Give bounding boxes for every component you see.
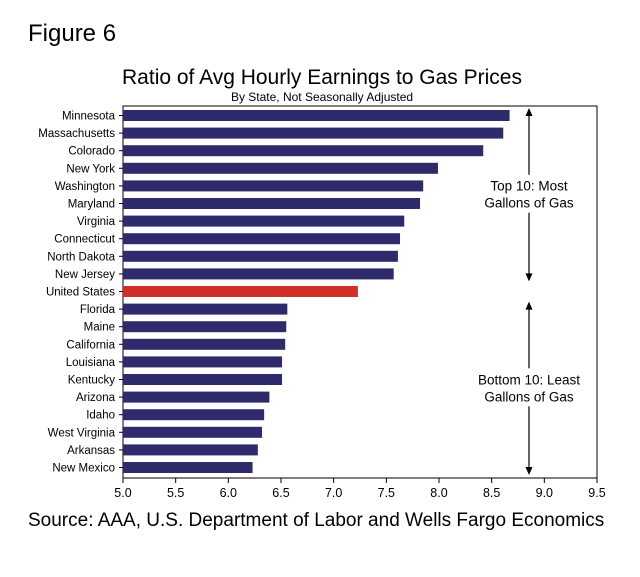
arrow-down-icon [525,467,533,475]
category-label: Connecticut [54,234,116,246]
bar-maine [123,321,287,333]
arrow-down-icon [525,273,533,282]
category-labels: Minnesota Massachusetts Colorado New York Wa… [38,111,116,475]
category-label: North Dakota [47,251,115,263]
bar-kentucky [123,374,283,385]
category-label: Arkansas [67,445,115,457]
category-label: Idaho [86,410,115,422]
x-tick-label: 9.0 [536,486,553,500]
bar-minnesota [123,110,510,121]
category-label: New Mexico [52,463,115,475]
figure-label: Figure 6 [28,20,117,47]
x-tick-label: 7.0 [325,486,342,500]
bar-united-states [123,286,358,297]
x-tick-label: 6.0 [220,486,237,500]
category-label: Colorado [68,146,115,158]
bar-massachusetts [123,127,504,139]
x-tick-label: 8.0 [430,486,447,500]
x-tick-label: 5.5 [167,486,184,500]
x-tick-label: 9.5 [588,486,605,500]
category-label: West Virginia [48,427,116,439]
bar-new-mexico [123,462,253,473]
x-axis-ticks: 5.0 5.5 6.0 6.5 7.0 7.5 8.0 8.5 9.0 9.5 [114,115,606,500]
category-label: Washington [55,181,115,193]
annotation-text: Bottom 10: Least [478,372,580,387]
annotation-box [470,368,588,407]
bar-arkansas [123,444,258,456]
annotation-text: Gallons of Gas [484,196,574,211]
annotation-box [481,174,577,213]
bar-california [123,338,286,350]
chart-title: Ratio of Avg Hourly Earnings to Gas Pric… [122,66,522,89]
category-label: Minnesota [62,111,116,123]
category-label: New York [66,163,115,175]
bar-louisiana [123,356,283,368]
bar-maryland [123,198,421,209]
category-label: Florida [80,304,116,316]
bar-new-york [123,162,438,174]
category-label: Virginia [77,216,116,228]
annotation-top-10: Top 10: Most Gallons of Gas [481,108,577,282]
category-label: Massachusetts [38,128,115,140]
bar-colorado [123,145,484,157]
category-label: Maine [84,322,115,334]
arrow-up-icon [525,301,533,310]
x-tick-label: 6.5 [272,486,289,500]
category-label: New Jersey [55,269,115,281]
category-label: Kentucky [68,375,116,387]
bar-idaho [123,409,265,421]
chart-subtitle: By State, Not Seasonally Adjusted [231,90,413,104]
source-note: Source: AAA, U.S. Department of Labor an… [28,510,605,531]
x-tick-label: 7.5 [378,486,395,500]
x-tick-label: 5.0 [114,486,131,500]
category-label: United States [46,287,115,299]
bar-chart: Ratio of Avg Hourly Earnings to Gas Pric… [38,66,606,500]
category-label: Louisiana [66,357,116,369]
arrow-up-icon [525,108,533,116]
bar-washington [123,180,424,192]
annotation-bottom-10: Bottom 10: Least Gallons of Gas [470,301,588,475]
bar-north-dakota [123,250,398,262]
bar-new-jersey [123,268,394,280]
bar-arizona [123,391,270,403]
category-label: California [66,339,115,351]
annotation-text: Gallons of Gas [484,389,574,404]
bar-florida [123,303,288,315]
bars-layer [123,110,510,473]
annotation-text: Top 10: Most [490,179,568,194]
bar-virginia [123,215,405,227]
bar-west-virginia [123,426,263,438]
category-label: Maryland [68,199,115,211]
x-tick-label: 8.5 [483,486,500,500]
category-label: Arizona [76,392,116,404]
bar-connecticut [123,233,401,245]
